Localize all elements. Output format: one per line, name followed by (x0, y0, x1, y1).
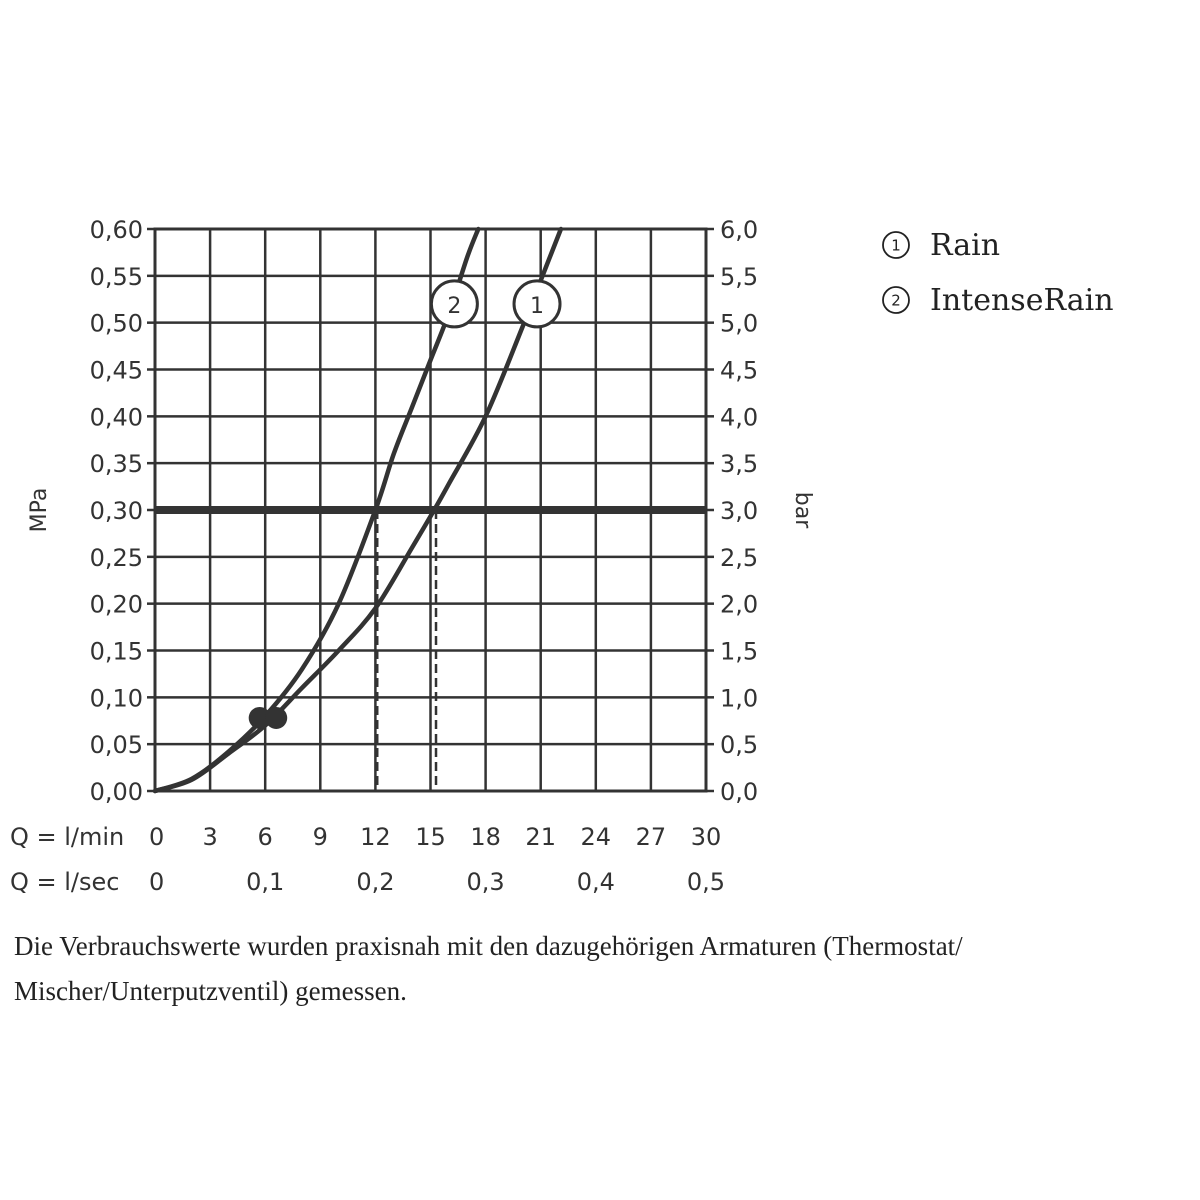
data-point (265, 706, 288, 729)
x-tick-label: 12 (360, 823, 391, 851)
x-tick-label: 24 (581, 823, 612, 851)
x-tick-label: 27 (636, 823, 667, 851)
y-right-tick-label: 0,5 (720, 731, 758, 759)
y-right-tick-label: 5,5 (720, 263, 758, 291)
legend-marker-1-label: 1 (891, 237, 901, 255)
y-right-tick-label: 2,5 (720, 544, 758, 572)
dashed-marker-layer (375, 510, 438, 791)
x-tick-label: 21 (525, 823, 556, 851)
y-left-tick-label: 0,10 (90, 684, 143, 712)
curve-marker-1-label: 1 (530, 294, 544, 319)
x-tick-label: 0 (149, 868, 164, 896)
curve-marker-2-circle (429, 279, 479, 329)
x-tick-label: 30 (691, 823, 722, 851)
x-tick-label: 6 (258, 823, 273, 851)
y-left-tick-label: 0,20 (90, 591, 143, 619)
y-right-tick-label: 4,0 (720, 403, 758, 431)
y-left-tick-label: 0,25 (90, 544, 143, 572)
y-left-tick-label: 0,45 (90, 357, 143, 385)
y-right-axis-title: bar (790, 492, 815, 529)
y-right-tick-label: 5,0 (720, 310, 758, 338)
y-right-tick-label: 3,0 (720, 497, 758, 525)
y-right-tick-label: 2,0 (720, 591, 758, 619)
point-layer (248, 706, 288, 729)
y-left-axis-title: MPa (27, 488, 52, 533)
x-axis-row-label: Q = l/min (10, 823, 124, 851)
y-left-tick-label: 0,50 (90, 310, 143, 338)
y-left-tick-label: 0,30 (90, 497, 143, 525)
label-layer: 120,000,050,100,150,200,250,300,350,400,… (10, 216, 815, 896)
legend-marker-2-label: 2 (891, 292, 901, 310)
x-tick-label: 18 (470, 823, 501, 851)
legend-item-label: IntenseRain (930, 283, 1114, 318)
y-right-tick-label: 0,0 (720, 778, 758, 806)
x-tick-label: 9 (313, 823, 328, 851)
y-right-tick-label: 3,5 (720, 450, 758, 478)
y-left-tick-label: 0,60 (90, 216, 143, 244)
y-left-tick-label: 0,40 (90, 403, 143, 431)
y-right-tick-label: 1,0 (720, 684, 758, 712)
footnote-line-2: Mischer/Unterputzventil) gemessen. (14, 976, 407, 1006)
y-left-tick-label: 0,55 (90, 263, 143, 291)
legend: 1 Rain 2 IntenseRain (882, 228, 1114, 318)
data-point (248, 706, 271, 729)
x-tick-label: 3 (202, 823, 217, 851)
curve-marker-1-circle (512, 279, 562, 329)
axis-layer (147, 227, 714, 793)
x-tick-label: 0,4 (577, 868, 615, 896)
y-right-tick-label: 6,0 (720, 216, 758, 244)
footnote-line-1: Die Verbrauchswerte wurden praxisnah mit… (14, 931, 963, 961)
x-tick-label: 0,1 (246, 868, 284, 896)
chart-grid (155, 229, 706, 791)
y-right-tick-label: 1,5 (720, 638, 758, 666)
legend-marker-2-circle (882, 286, 910, 314)
x-tick-label: 0,5 (687, 868, 725, 896)
y-left-tick-label: 0,05 (90, 731, 143, 759)
x-tick-label: 0 (149, 823, 164, 851)
y-left-tick-label: 0,35 (90, 450, 143, 478)
footnote: Die Verbrauchswerte wurden praxisnah mit… (14, 924, 1194, 1014)
x-axis-row-label: Q = l/sec (10, 868, 119, 896)
curve-marker-2-label: 2 (447, 294, 461, 319)
legend-marker-1-circle (882, 231, 910, 259)
x-tick-label: 0,2 (356, 868, 394, 896)
x-tick-label: 0,3 (467, 868, 505, 896)
legend-item-label: Rain (930, 228, 1000, 263)
x-tick-label: 15 (415, 823, 446, 851)
y-right-tick-label: 4,5 (720, 357, 758, 385)
y-left-tick-label: 0,00 (90, 778, 143, 806)
y-left-tick-label: 0,15 (90, 638, 143, 666)
